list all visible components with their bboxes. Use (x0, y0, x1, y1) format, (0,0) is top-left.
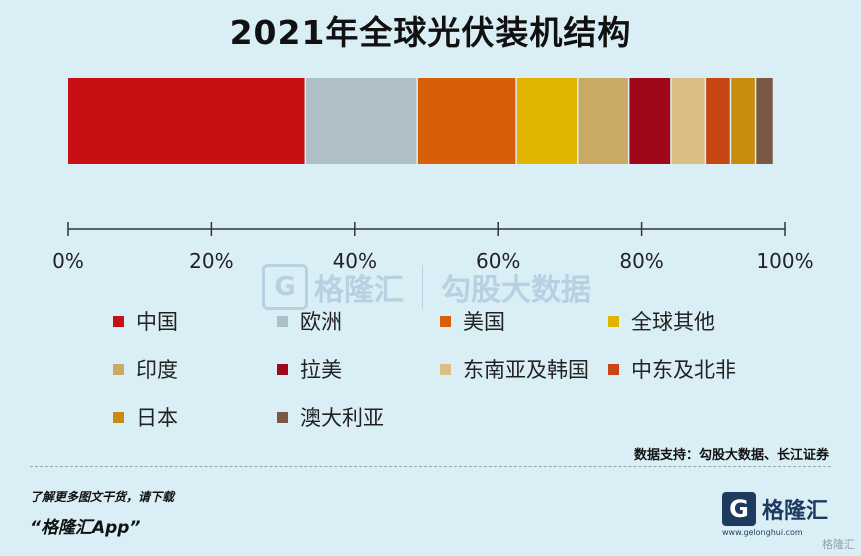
legend-swatch-9 (113, 411, 124, 423)
legend-swatch-1 (113, 315, 124, 327)
bar-segment-1 (68, 78, 305, 164)
legend-label-7: 东南亚及韩国 (463, 358, 589, 382)
legend-swatch-10 (277, 411, 288, 423)
source-note: 数据支持：勾股大数据、长江证券 (633, 448, 829, 463)
legend-label-2: 欧洲 (300, 310, 342, 334)
bar-segment-3 (417, 78, 516, 164)
corner-watermark: 格隆汇 (822, 538, 855, 551)
legend-label-6: 拉美 (300, 358, 342, 382)
legend-swatch-8 (608, 363, 619, 375)
legend-label-3: 美国 (463, 310, 505, 334)
legend-item-6: 拉美 (277, 354, 342, 384)
legend-item-4: 全球其他 (608, 306, 715, 336)
bar-segment-6 (629, 78, 671, 164)
promo-text: 了解更多图文干货，请下载 (30, 490, 175, 504)
legend-swatch-2 (277, 315, 288, 327)
x-tick-label-6: 100% (756, 249, 813, 273)
bar-segment-9 (731, 78, 755, 164)
watermark-brand-2: 勾股大数据 (441, 273, 591, 308)
dashed-divider (30, 466, 831, 467)
promo-app-name: “格隆汇App” (30, 518, 141, 538)
bar-segment-2 (306, 78, 417, 164)
watermark-brand-1: 格隆汇 (314, 273, 404, 308)
x-tick-label-2: 20% (189, 249, 233, 273)
legend-label-5: 印度 (136, 358, 178, 382)
brand-logo: G 格隆汇 (722, 492, 828, 526)
legend-label-10: 澳大利亚 (300, 406, 384, 430)
bar-segment-8 (706, 78, 730, 164)
legend-item-8: 中东及北非 (608, 354, 736, 384)
legend-swatch-3 (440, 315, 451, 327)
legend-swatch-7 (440, 363, 451, 375)
legend-item-9: 日本 (113, 402, 178, 432)
watermark-logo-icon: G (262, 264, 308, 310)
bar-segment-4 (516, 78, 578, 164)
legend-swatch-5 (113, 363, 124, 375)
legend-swatch-6 (277, 363, 288, 375)
legend-label-4: 全球其他 (631, 310, 715, 334)
bar-segment-10 (756, 78, 773, 164)
legend-item-10: 澳大利亚 (277, 402, 384, 432)
legend-label-8: 中东及北非 (631, 358, 736, 382)
legend-item-3: 美国 (440, 306, 505, 336)
center-watermark: G 格隆汇 勾股大数据 (262, 264, 591, 310)
legend-label-1: 中国 (136, 310, 178, 334)
logo-name: 格隆汇 (762, 499, 829, 524)
legend-item-1: 中国 (113, 306, 178, 336)
legend-item-7: 东南亚及韩国 (440, 354, 589, 384)
legend-item-5: 印度 (113, 354, 178, 384)
x-tick-label-1: 0% (52, 249, 84, 273)
logo-mark-icon: G (722, 492, 756, 526)
legend-swatch-4 (608, 315, 619, 327)
chart-title: 2021年全球光伏装机结构 (229, 13, 632, 52)
legend-item-2: 欧洲 (277, 306, 342, 336)
logo-url: www.gelonghui.com (722, 528, 803, 537)
bar-segment-7 (671, 78, 705, 164)
legend-label-9: 日本 (136, 406, 178, 430)
bar-segment-5 (578, 78, 628, 164)
x-tick-label-4: 60% (476, 249, 520, 273)
x-tick-label-3: 40% (333, 249, 377, 273)
x-tick-label-5: 80% (619, 249, 663, 273)
watermark-divider (422, 265, 423, 309)
